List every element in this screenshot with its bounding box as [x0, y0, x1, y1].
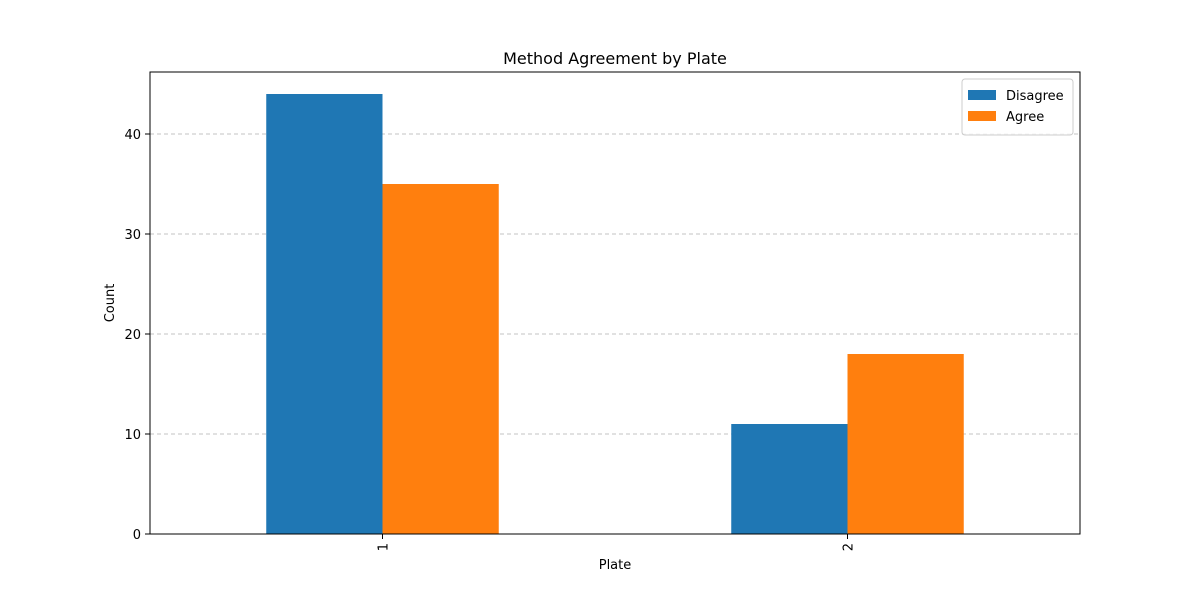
y-tick-label: 30: [124, 228, 141, 243]
bars-layer: [266, 94, 964, 534]
legend-box: [961, 78, 1074, 136]
ticks-layer: 0 10 20 30 40 1 2: [124, 128, 856, 551]
chart-title: Method Agreement by Plate: [503, 49, 727, 68]
x-axis-label: Plate: [599, 558, 632, 573]
bar-disagree-plate-2: [731, 424, 848, 534]
y-tick-label: 40: [124, 128, 141, 143]
bar-disagree-plate-1: [266, 94, 383, 534]
legend: Disagree Agree: [961, 78, 1074, 136]
legend-label-agree: Agree: [1006, 110, 1044, 125]
legend-swatch-agree: [968, 111, 996, 121]
bar-agree-plate-1: [382, 184, 499, 534]
x-tick-label: 2: [842, 543, 857, 551]
legend-label-disagree: Disagree: [1006, 89, 1064, 104]
bar-agree-plate-2: [847, 354, 964, 534]
y-tick-label: 20: [124, 328, 141, 343]
y-tick-label: 10: [124, 428, 141, 443]
plot-frame: [149, 71, 1081, 535]
y-axis-label: Count: [103, 284, 118, 323]
legend-swatch-disagree: [968, 90, 996, 100]
y-tick-label: 0: [133, 528, 141, 543]
x-tick-label: 1: [377, 543, 392, 551]
